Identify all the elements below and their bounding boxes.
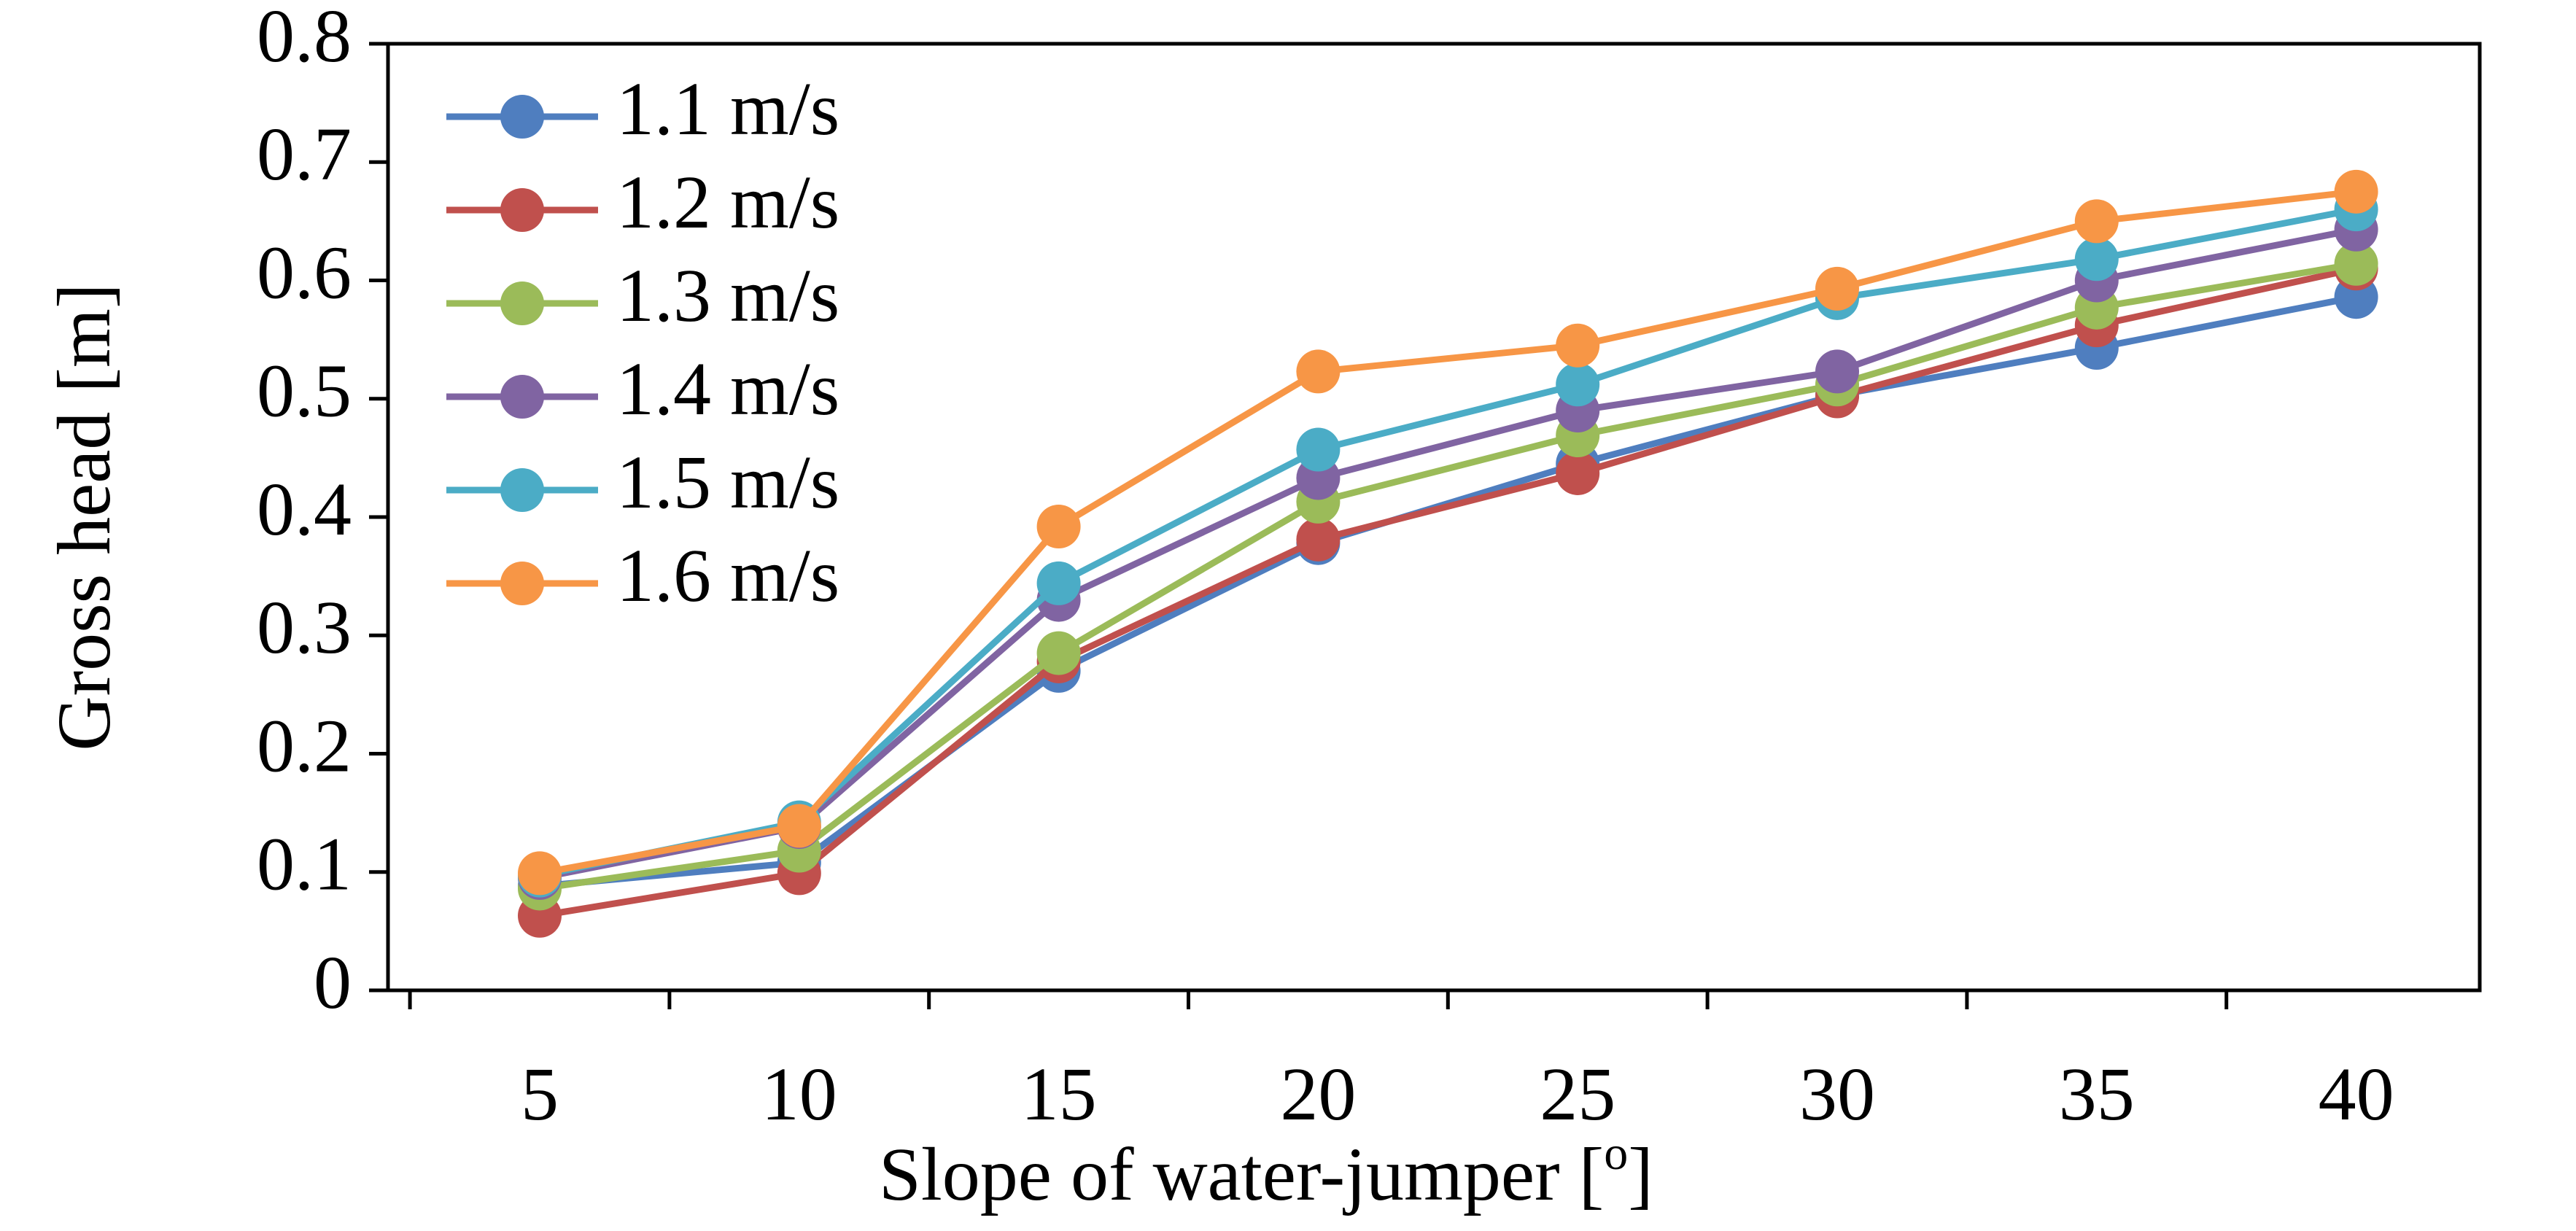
legend-marker [500, 375, 544, 419]
x-axis-title-main: Slope of water-jumper [ [879, 1133, 1604, 1216]
legend-item[interactable]: 1.6 m/s [446, 534, 839, 618]
legend[interactable]: 1.1 m/s 1.2 m/s 1.3 m/s 1.4 m/s 1.5 m/s 1.6 m… [446, 67, 839, 618]
legend-marker [500, 188, 544, 232]
x-tick-label: 30 [1799, 1052, 1875, 1136]
data-point [2334, 169, 2378, 214]
y-tick-label: 0 [314, 941, 352, 1025]
legend-label: 1.1 m/s [616, 67, 839, 151]
legend-marker [500, 95, 544, 139]
legend-item[interactable]: 1.2 m/s [446, 160, 839, 244]
data-point [1556, 323, 1600, 368]
data-point [1036, 504, 1081, 548]
y-tick-label: 0.8 [257, 0, 352, 78]
x-axis-title-degree: o [1604, 1127, 1628, 1180]
data-point [2334, 241, 2378, 286]
data-point [1815, 349, 1859, 394]
x-tick-label: 40 [2319, 1052, 2394, 1136]
y-tick-label: 0.2 [257, 704, 352, 788]
y-tick-label: 0.6 [257, 230, 352, 314]
legend-item[interactable]: 1.4 m/s [446, 347, 839, 431]
data-point [518, 851, 562, 896]
legend-item[interactable]: 1.1 m/s [446, 67, 839, 151]
data-point [777, 804, 821, 848]
legend-item[interactable]: 1.3 m/s [446, 254, 839, 338]
data-point [1036, 561, 1081, 605]
y-tick-label: 0.1 [257, 823, 352, 906]
series-1-6-m-s [518, 169, 2378, 896]
data-point [1556, 451, 1600, 495]
x-tick-label: 35 [2059, 1052, 2135, 1136]
x-axis: 5 10 15 20 25 30 35 40 [408, 990, 2394, 1136]
legend-marker [500, 281, 544, 325]
legend-item[interactable]: 1.5 m/s [446, 440, 839, 524]
data-point [1036, 631, 1081, 675]
legend-label: 1.5 m/s [616, 440, 839, 524]
x-tick-label: 5 [521, 1052, 559, 1136]
x-tick-label: 25 [1540, 1052, 1615, 1136]
data-point [2074, 199, 2119, 244]
legend-marker [500, 562, 544, 605]
legend-label: 1.2 m/s [616, 160, 839, 244]
data-point [1296, 517, 1341, 562]
y-tick-label: 0.4 [257, 467, 352, 551]
legend-marker [500, 468, 544, 512]
y-tick-label: 0.7 [257, 112, 352, 196]
x-tick-label: 15 [1021, 1052, 1097, 1136]
data-point [2074, 237, 2119, 281]
data-point [1815, 266, 1859, 311]
y-tick-label: 0.5 [257, 349, 352, 433]
x-tick-label: 20 [1280, 1052, 1356, 1136]
series-line [539, 260, 2357, 892]
y-tick-label: 0.3 [257, 586, 352, 669]
data-point [1296, 349, 1341, 394]
series-layer [518, 169, 2378, 938]
series-line [539, 265, 2357, 920]
series-line [539, 188, 2357, 877]
legend-label: 1.6 m/s [616, 534, 839, 618]
legend-label: 1.4 m/s [616, 347, 839, 431]
data-point [1296, 427, 1341, 472]
series-line [539, 206, 2357, 879]
x-axis-title: Slope of water-jumper [o] [879, 1127, 1653, 1216]
x-axis-title-end: ] [1628, 1133, 1653, 1216]
y-axis-title: Gross head [m] [42, 283, 126, 750]
legend-label: 1.3 m/s [616, 254, 839, 338]
y-axis: 0 0.1 0.2 0.3 0.4 0.5 0.6 0.7 0.8 [257, 0, 388, 1025]
x-tick-label: 10 [761, 1052, 837, 1136]
data-point [1556, 362, 1600, 407]
series-line [539, 226, 2357, 882]
